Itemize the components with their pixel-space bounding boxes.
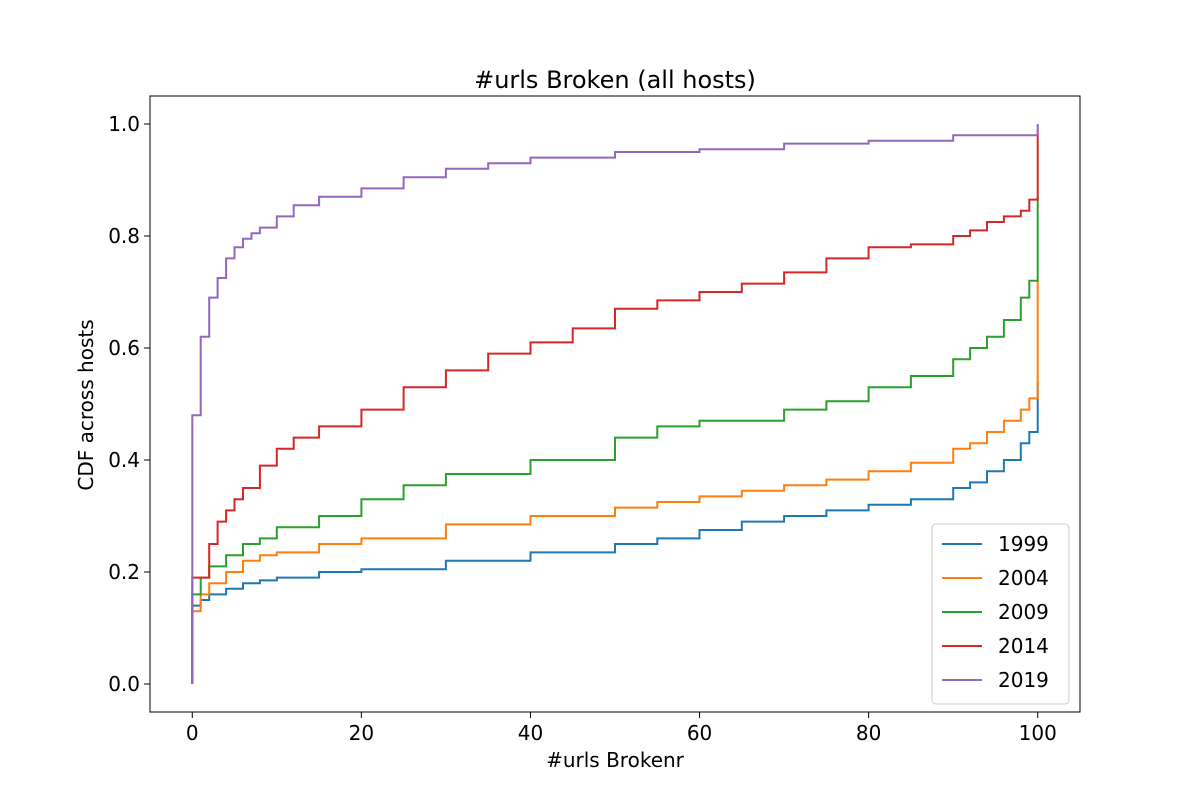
legend-box [931, 523, 1070, 705]
x-tick-label: 20 [349, 721, 374, 745]
legend-item-2019: 2019 [942, 668, 1049, 692]
legend-label: 2004 [998, 566, 1049, 590]
series-line-2019 [191, 124, 1039, 684]
legend-item-2004: 2004 [942, 566, 1049, 590]
legend: 1999 2004 2009 2014 2019 [931, 523, 1070, 705]
y-tick-label: 1.0 [108, 112, 140, 136]
x-tick-label: 40 [518, 721, 543, 745]
legend-label: 2014 [998, 634, 1049, 658]
y-tick-label: 0.4 [108, 448, 140, 472]
plot-frame [149, 95, 1081, 713]
series-line-2014 [191, 129, 1039, 684]
chart-title: #urls Broken (all hosts) [474, 66, 756, 94]
legend-label: 2019 [998, 668, 1049, 692]
y-tick-label: 0.6 [108, 336, 140, 360]
plot-area [149, 95, 1081, 713]
x-tick-label: 60 [687, 721, 712, 745]
legend-item-2009: 2009 [942, 600, 1049, 624]
y-axis-label: CDF across hosts [74, 319, 98, 490]
x-axis-ticks: 0 20 40 60 80 100 [186, 712, 1057, 745]
legend-item-1999: 1999 [942, 532, 1049, 556]
y-tick-label: 0.2 [108, 560, 140, 584]
legend-label: 2009 [998, 600, 1049, 624]
legend-item-2014: 2014 [942, 634, 1049, 658]
series-layer [191, 124, 1039, 684]
x-tick-label: 80 [856, 721, 881, 745]
series-line-1999 [191, 381, 1039, 684]
legend-label: 1999 [998, 532, 1049, 556]
x-tick-label: 100 [1019, 721, 1057, 745]
y-tick-label: 0.0 [108, 672, 140, 696]
series-line-2009 [191, 196, 1039, 684]
x-tick-label: 0 [186, 721, 199, 745]
y-axis-ticks: 0.0 0.2 0.4 0.6 0.8 1.0 [108, 112, 150, 696]
series-line-2004 [191, 280, 1039, 684]
y-tick-label: 0.8 [108, 224, 140, 248]
x-axis-label: #urls Brokenr [546, 748, 685, 772]
